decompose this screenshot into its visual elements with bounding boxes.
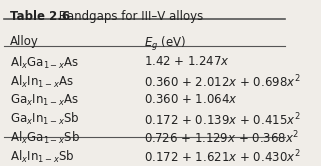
Text: Al$_x$Ga$_{1-x}$Sb: Al$_x$Ga$_{1-x}$Sb [10, 130, 80, 146]
Text: Al$_x$Ga$_{1-x}$As: Al$_x$Ga$_{1-x}$As [10, 55, 79, 72]
Text: 1.42 + 1.247$x$: 1.42 + 1.247$x$ [144, 55, 230, 68]
Text: 0.360 + 1.064$x$: 0.360 + 1.064$x$ [144, 93, 238, 106]
Text: 0.360 + 2.012$x$ + 0.698$x^2$: 0.360 + 2.012$x$ + 0.698$x^2$ [144, 74, 301, 91]
Text: Bandgaps for III–V alloys: Bandgaps for III–V alloys [55, 10, 204, 23]
Text: Ga$_x$In$_{1-x}$As: Ga$_x$In$_{1-x}$As [10, 93, 79, 108]
Text: Al$_x$In$_{1-x}$Sb: Al$_x$In$_{1-x}$Sb [10, 149, 74, 165]
Text: 0.172 + 1.621$x$ + 0.430$x^2$: 0.172 + 1.621$x$ + 0.430$x^2$ [144, 149, 301, 165]
Text: Al$_x$In$_{1-x}$As: Al$_x$In$_{1-x}$As [10, 74, 74, 90]
Text: 0.726 + 1.129$x$ + 0.368$x^2$: 0.726 + 1.129$x$ + 0.368$x^2$ [144, 130, 300, 147]
Text: Ga$_x$In$_{1-x}$Sb: Ga$_x$In$_{1-x}$Sb [10, 111, 80, 127]
Text: Alloy: Alloy [10, 35, 39, 48]
Text: Table 2.6: Table 2.6 [10, 10, 70, 23]
Text: 0.172 + 0.139$x$ + 0.415$x^2$: 0.172 + 0.139$x$ + 0.415$x^2$ [144, 111, 301, 128]
Text: $E_{g}$ (eV): $E_{g}$ (eV) [144, 35, 187, 53]
